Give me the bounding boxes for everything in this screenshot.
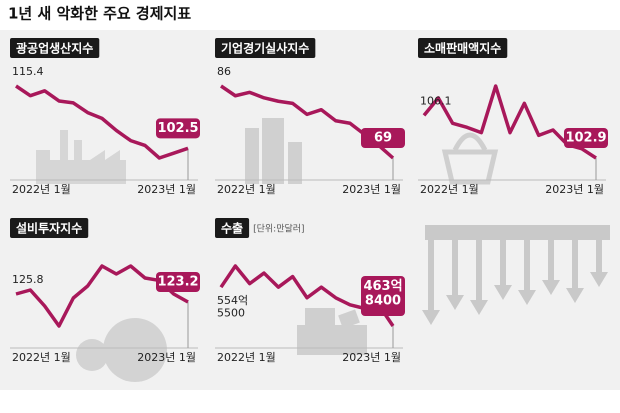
panel-title: 소매판매액지수: [424, 41, 501, 56]
panel-tab: [215, 38, 316, 58]
start-value-label: 115.4: [12, 65, 44, 78]
x-tick-label: 2022년 1월: [217, 183, 276, 196]
data-line: [15, 84, 189, 160]
container-icon: [297, 308, 367, 355]
end-value-label: 102.5: [157, 121, 198, 136]
gear-icon: [76, 318, 167, 382]
panel-subtitle: [단위:만달러]: [253, 223, 304, 235]
panel-tab: [215, 218, 250, 238]
x-tick-label: 2023년 1월: [545, 183, 604, 196]
arrows-decoration: [422, 225, 610, 325]
panel-title: 기업경기실사지수: [221, 41, 309, 56]
x-tick-label: 2023년 1월: [342, 351, 401, 364]
start-value-label: 86: [217, 65, 231, 78]
end-label-box: [156, 118, 200, 139]
panel-tab: [10, 218, 89, 238]
x-tick-label: 2023년 1월: [137, 351, 196, 364]
building-icon: [245, 118, 302, 184]
start-value-label: 554억 5500: [217, 294, 248, 319]
x-tick-label: 2022년 1월: [420, 183, 479, 196]
start-value-label: 125.8: [12, 273, 44, 286]
end-label-box: [361, 276, 405, 316]
x-tick-label: 2023년 1월: [342, 183, 401, 196]
basket-icon: [441, 132, 499, 185]
end-value-label: 102.9: [565, 131, 606, 146]
end-label-box: [564, 128, 608, 148]
x-tick-label: 2023년 1월: [137, 183, 196, 196]
x-tick-label: 2022년 1월: [217, 351, 276, 364]
page-title: 1년 새 악화한 주요 경제지표: [8, 5, 191, 23]
x-tick-label: 2022년 1월: [12, 183, 71, 196]
x-tick-label: 2022년 1월: [12, 351, 71, 364]
end-value-label: 69: [374, 131, 392, 146]
panel-title: 광공업생산지수: [16, 41, 93, 56]
end-value-label: 123.2: [157, 275, 198, 290]
panel-tab: [10, 38, 100, 58]
start-value-label: 106.1: [420, 94, 452, 107]
end-label-box: [156, 272, 200, 292]
panel-tab: [418, 38, 508, 58]
panel-title: 수출: [221, 221, 243, 236]
end-label-box: [361, 128, 405, 148]
end-value-label: 463억 8400: [363, 279, 402, 308]
panel-title: 설비투자지수: [16, 221, 82, 236]
